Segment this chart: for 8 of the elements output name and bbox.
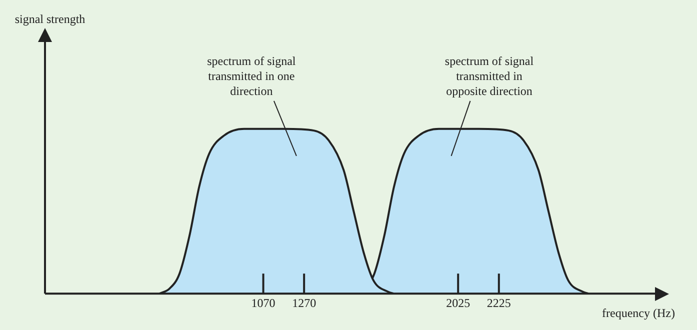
x-tick-label: 2025 bbox=[446, 296, 470, 310]
x-tick-label: 2225 bbox=[486, 296, 511, 310]
text: spectrum of signal transmitted in one direction bbox=[207, 54, 296, 98]
x-tick-label: 1270 bbox=[292, 296, 316, 310]
x-axis-title: frequency (Hz) bbox=[602, 306, 675, 320]
x-tick-label: 1070 bbox=[251, 296, 276, 310]
text: signal strength bbox=[14, 12, 86, 26]
text: spectrum of signal transmitted in opposite direction bbox=[444, 54, 534, 98]
